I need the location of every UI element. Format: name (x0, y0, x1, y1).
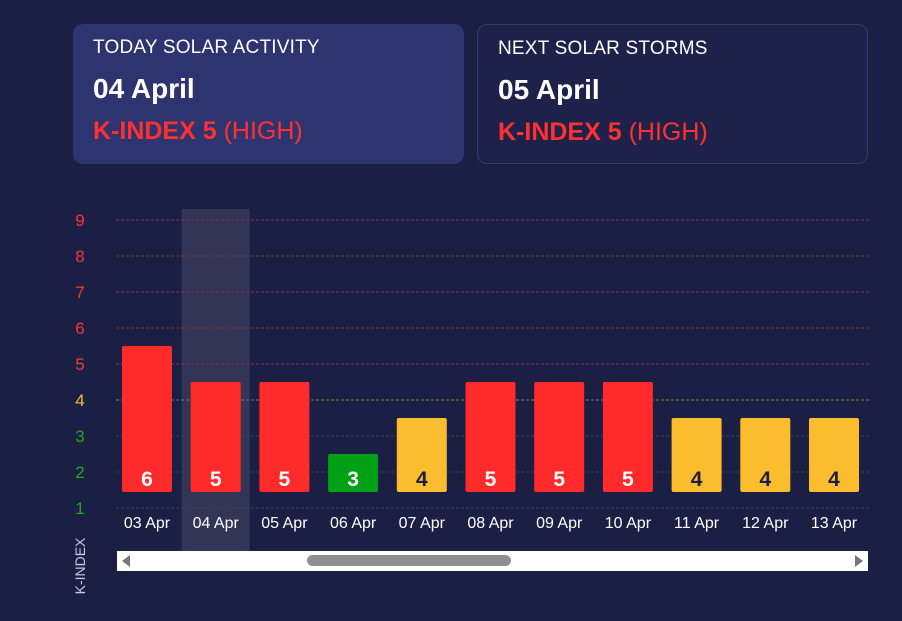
next-kindex-value: K-INDEX 5 (498, 118, 622, 146)
bar-value-label: 4 (828, 468, 840, 491)
bar (809, 418, 859, 492)
bar-value-label: 5 (210, 468, 222, 491)
today-card-date: 04 April (93, 73, 195, 104)
scroll-left-arrow-icon[interactable] (122, 555, 130, 567)
next-card-date: 05 April (498, 74, 600, 105)
x-tick-label: 08 Apr (467, 515, 514, 532)
bar-value-label: 4 (759, 468, 771, 491)
x-tick-label: 12 Apr (742, 515, 789, 532)
today-kindex-value: K-INDEX 5 (93, 117, 217, 145)
y-axis-title: K-INDEX (72, 537, 88, 594)
today-card-kindex: K-INDEX 5 (HIGH) (93, 117, 444, 146)
bar (602, 382, 653, 492)
bar (259, 382, 310, 492)
x-tick-label: 05 Apr (261, 515, 308, 532)
y-tick-label: 6 (75, 319, 84, 338)
next-card-title: NEXT SOLAR STORMS (498, 38, 708, 59)
y-tick-label: 5 (75, 355, 84, 374)
y-tick-label: 2 (75, 463, 84, 482)
x-tick-label: 09 Apr (536, 515, 583, 532)
x-tick-label: 03 Apr (124, 515, 171, 532)
bar-value-label: 6 (141, 468, 153, 491)
x-tick-label: 04 Apr (193, 515, 240, 532)
highlight-band (181, 209, 250, 552)
chart-scrollbar[interactable] (117, 551, 868, 571)
bar (396, 418, 447, 492)
bar-value-label: 5 (622, 468, 634, 491)
x-tick-label: 13 Apr (811, 515, 858, 532)
y-tick-label: 4 (75, 391, 84, 410)
y-tick-label: 9 (75, 211, 84, 230)
next-storms-card: NEXT SOLAR STORMS 05 April K-INDEX 5 (HI… (477, 24, 868, 164)
bar (671, 418, 722, 492)
x-tick-label: 07 Apr (399, 515, 446, 532)
bar (190, 382, 241, 492)
today-card-title: TODAY SOLAR ACTIVITY (93, 37, 320, 58)
y-tick-label: 8 (75, 247, 84, 266)
scroll-thumb[interactable] (307, 555, 511, 566)
today-solar-card: TODAY SOLAR ACTIVITY 04 April K-INDEX 5 … (73, 24, 464, 164)
bar (122, 346, 172, 492)
bar-value-label: 3 (347, 468, 359, 491)
bar-value-label: 4 (691, 468, 703, 491)
today-kindex-level: (HIGH) (223, 117, 303, 145)
y-tick-label: 3 (75, 427, 84, 446)
x-tick-label: 10 Apr (605, 515, 652, 532)
bar-value-label: 5 (553, 468, 565, 491)
bar (328, 454, 379, 492)
scroll-right-arrow-icon[interactable] (855, 555, 863, 567)
next-kindex-level: (HIGH) (628, 118, 708, 146)
bar (534, 382, 585, 492)
y-tick-label: 7 (75, 283, 84, 302)
next-card-kindex: K-INDEX 5 (HIGH) (498, 118, 847, 147)
bar (740, 418, 791, 492)
bar-value-label: 4 (416, 468, 428, 491)
bar-value-label: 5 (485, 468, 497, 491)
x-tick-label: 06 Apr (330, 515, 377, 532)
y-tick-label: 1 (75, 499, 84, 518)
x-tick-label: 11 Apr (674, 515, 720, 532)
bar-value-label: 5 (279, 468, 291, 491)
bar (465, 382, 516, 492)
